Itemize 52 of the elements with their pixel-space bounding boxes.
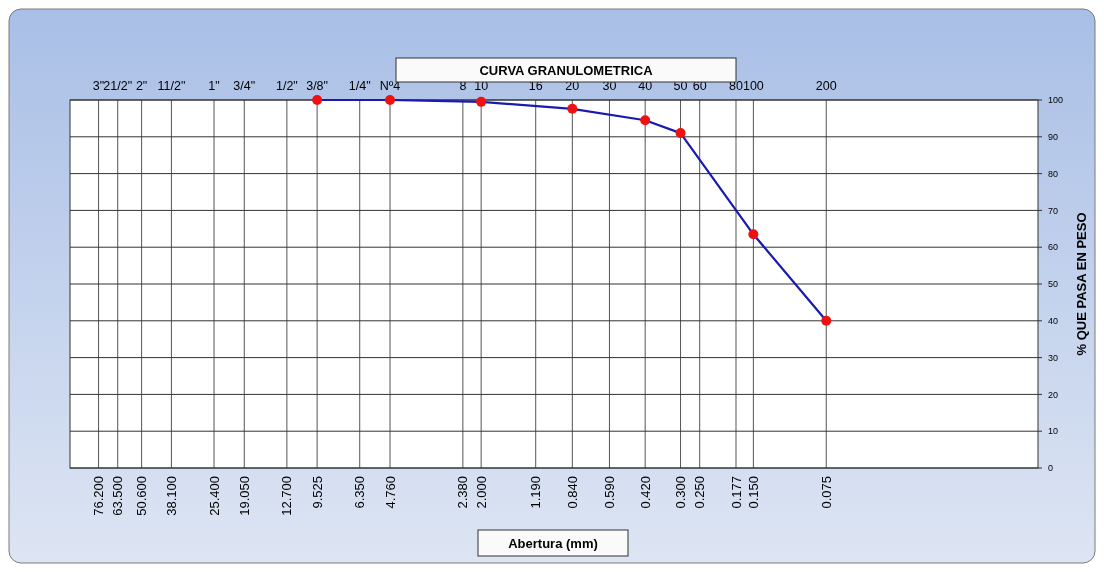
text: 11/2" [157,79,186,93]
x-tick-label: 76.200 [91,476,107,516]
point [675,128,686,139]
y-tick-label: 30 [1048,352,1059,363]
x-tick-label: 0.150 [745,476,761,509]
x-tick-label: 0.840 [564,476,580,509]
x-tick-label: 2.000 [473,476,489,509]
x-tick-label: 0.075 [818,476,834,509]
y-tick-label: 20 [1048,389,1059,400]
text: 3" [92,79,105,93]
point [312,95,323,105]
x-axis-title: Abertura (mm) [508,535,598,551]
text: 3/8" [306,79,329,93]
x-tick-label: 0.300 [673,476,689,509]
text: 1/2" [275,79,298,93]
text: 100 [742,79,764,93]
x-tick-label: 2.380 [455,476,471,509]
text: 3/4" [233,79,256,93]
text: 200 [815,79,837,93]
x-tick-label: 38.100 [163,476,179,516]
x-tick-label: 0.420 [637,476,653,509]
x-tick-label: 19.050 [236,476,252,516]
text: 1/4" [348,79,371,93]
y-tick-label: 0 [1048,463,1054,474]
text: 1" [208,79,220,93]
point [821,315,832,326]
y-tick-label: 80 [1048,168,1059,179]
x-tick-label: 0.590 [602,476,617,509]
y-tick-label: 40 [1048,315,1059,326]
text: 2" [135,79,148,93]
x-tick-label: 0.177 [728,476,744,509]
point [748,229,759,240]
y-tick-label: 50 [1048,279,1059,290]
y-tick-label: 10 [1048,426,1059,437]
x-tick-label: 50.600 [134,476,150,516]
y-tick-label: 100 [1048,95,1064,106]
text: Nº4 [379,79,401,93]
x-tick-label: 0.250 [692,476,708,509]
y-tick-label: 60 [1048,242,1059,253]
y-tick-label: 70 [1048,205,1059,216]
text: 21/2" [103,79,133,93]
y-tick-label: 90 [1048,131,1059,142]
x-tick-label: 4.760 [382,476,398,509]
x-tick-label: 6.350 [352,476,368,509]
x-tick-label: 12.700 [279,476,295,516]
chart-title: CURVA GRANULOMETRICA [479,62,654,78]
x-tick-label: 1.190 [528,476,544,509]
x-tick-label: 63.500 [110,476,126,516]
y-axis-title: % QUE PASA EN PESO [1074,212,1089,356]
point [385,95,396,105]
x-tick-label: 9.525 [309,476,325,509]
x-tick-label: 25.400 [206,476,222,516]
